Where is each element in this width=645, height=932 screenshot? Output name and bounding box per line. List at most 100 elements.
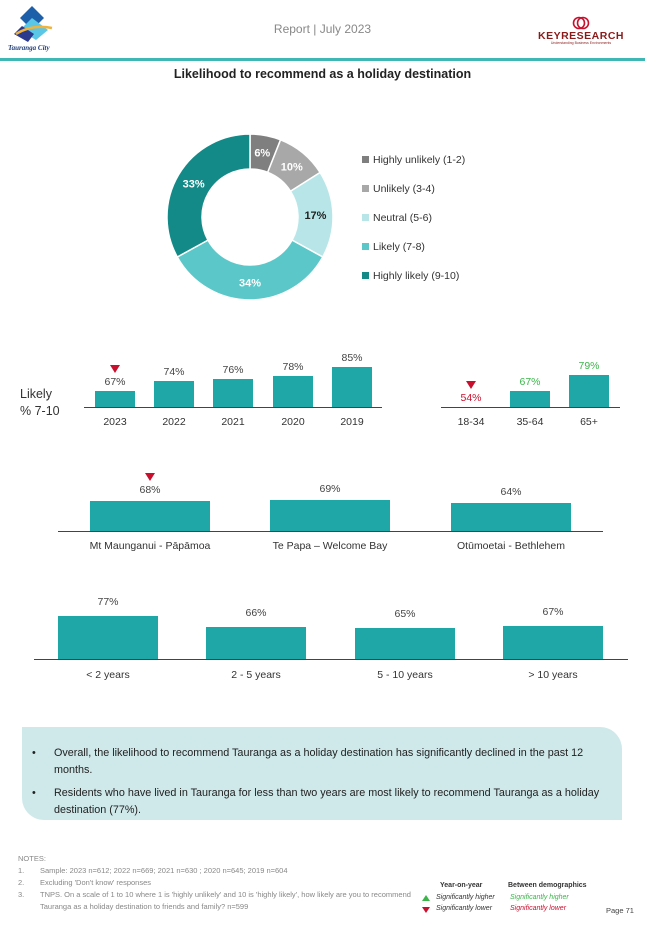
- summary-box: Overall, the likelihood to recommend Tau…: [22, 727, 622, 820]
- note-text: Sample: 2023 n=612; 2022 n=669; 2021 n=6…: [40, 866, 288, 875]
- category-label: 2020: [281, 416, 305, 428]
- bar: [273, 376, 313, 407]
- key-lower: Significantly lower: [436, 905, 493, 912]
- x-axis: [58, 531, 603, 532]
- keyresearch-wordmark: KEYRESEARCH: [537, 30, 624, 42]
- note-text: Excluding 'Don't know' responses: [40, 878, 152, 887]
- summary-point-1: Overall, the likelihood to recommend Tau…: [32, 745, 602, 778]
- category-label: 2019: [340, 416, 364, 428]
- likely-label: Likely % 7-10: [20, 386, 60, 420]
- bar: [510, 390, 550, 407]
- category-label: 5 - 10 years: [377, 669, 433, 681]
- note-text: TNPS. On a scale of 1 to 10 where 1 is '…: [40, 890, 411, 911]
- bar: [206, 627, 306, 659]
- category-label: 2 - 5 years: [231, 669, 281, 681]
- key-demo-higher: Significantly higher: [510, 894, 569, 901]
- donut-slice-label: 34%: [239, 278, 261, 290]
- down-triangle-icon: [110, 364, 120, 373]
- bar-value-label: 67%: [519, 375, 541, 388]
- note-3: 3. TNPS. On a scale of 1 to 10 where 1 is…: [18, 889, 418, 913]
- category-label: 18-34: [457, 416, 485, 428]
- bar-value-label: 78%: [282, 361, 304, 374]
- legend-label: Highly unlikely (1-2): [373, 153, 466, 166]
- likely-label-line2: % 7-10: [20, 404, 60, 418]
- legend-item: Likely (7-8): [362, 232, 465, 261]
- category-label: < 2 years: [86, 669, 130, 681]
- legend-swatch: [362, 272, 369, 279]
- bar: [58, 616, 158, 659]
- legend-label: Highly likely (9-10): [373, 269, 460, 282]
- legend-item: Unlikely (3-4): [362, 174, 465, 203]
- category-label: Mt Maunganui - Pāpāmoa: [89, 540, 211, 552]
- down-triangle-icon: [466, 381, 476, 390]
- x-axis: [34, 659, 628, 660]
- bar-value-label: 65%: [394, 608, 416, 620]
- chart-title: Likelihood to recommend as a holiday des…: [173, 67, 472, 81]
- bar: [569, 374, 609, 407]
- page-number: Page 71: [606, 906, 634, 915]
- bar: [270, 500, 390, 531]
- down-triangle-icon: [422, 907, 430, 913]
- category-label: > 10 years: [528, 669, 578, 681]
- bar-value-label: 74%: [163, 366, 185, 379]
- donut-legend: Highly unlikely (1-2) Unlikely (3-4) Neutr…: [362, 145, 465, 290]
- notes-heading: NOTES:: [18, 854, 46, 863]
- bar: [355, 628, 455, 659]
- category-label: 2022: [162, 416, 186, 428]
- category-label: 35-64: [516, 416, 544, 428]
- summary-point-2: Residents who have lived in Tauranga for…: [32, 785, 602, 818]
- report-title: Report | July 2023: [273, 22, 372, 36]
- legend-label: Neutral (5-6): [373, 211, 432, 224]
- donut-slice-label: 6%: [254, 148, 270, 160]
- note-1: 1. Sample: 2023 n=612; 2022 n=669; 2021 n…: [18, 865, 418, 877]
- note-2: 2. Excluding 'Don't know' responses: [18, 877, 418, 889]
- note-num: 2.: [18, 878, 25, 887]
- bar-value-label: 64%: [500, 486, 522, 498]
- legend-swatch: [362, 156, 369, 163]
- legend-item: Highly unlikely (1-2): [362, 145, 465, 174]
- legend-label: Likely (7-8): [373, 240, 425, 253]
- donut-slice: [166, 133, 251, 259]
- bar-value-label: 76%: [222, 363, 244, 376]
- donut-slice-label: 17%: [304, 210, 326, 222]
- category-label: Te Papa – Welcome Bay: [272, 540, 388, 552]
- likely-label-line1: Likely: [20, 387, 52, 401]
- donut-slice: [176, 239, 324, 301]
- logo-text: Tauranga City: [8, 44, 50, 52]
- category-label: Otūmoetai - Bethlehem: [457, 540, 565, 552]
- x-axis: [441, 407, 620, 408]
- category-label: 65+: [580, 416, 598, 428]
- key-higher: Significantly higher: [436, 894, 495, 901]
- keyresearch-logo: KEYRESEARCH Understanding Business Envir…: [536, 16, 626, 46]
- header-rule: [0, 58, 645, 61]
- bar-value-label: 79%: [578, 359, 600, 372]
- bar-value-label: 67%: [104, 375, 126, 388]
- down-triangle-icon: [145, 472, 155, 481]
- bar: [95, 390, 135, 407]
- note-num: 3.: [18, 890, 25, 899]
- key-demo-lower: Significantly lower: [510, 905, 567, 912]
- category-label: 2021: [221, 416, 245, 428]
- bar: [451, 503, 571, 531]
- legend-item: Highly likely (9-10): [362, 261, 465, 290]
- bar-value-label: 85%: [341, 352, 363, 365]
- legend-swatch: [362, 214, 369, 221]
- key-yoy-title: Year-on-year: [440, 882, 483, 889]
- bar-value-label: 69%: [319, 483, 341, 495]
- donut-slice-label: 33%: [183, 179, 205, 191]
- bar: [213, 378, 253, 407]
- key-demo-title: Between demographics: [508, 882, 587, 889]
- legend-swatch: [362, 243, 369, 250]
- bar-value-label: 66%: [245, 607, 267, 619]
- keyresearch-tagline: Understanding Business Environments: [550, 41, 612, 45]
- note-num: 1.: [18, 866, 25, 875]
- bar-value-label: 67%: [542, 606, 564, 618]
- bar-value-label: 77%: [97, 596, 119, 608]
- donut-slice-label: 10%: [281, 162, 303, 174]
- x-axis: [84, 407, 382, 408]
- category-label: 2023: [103, 416, 127, 428]
- up-triangle-icon: [422, 895, 430, 901]
- bar: [154, 381, 194, 407]
- bar: [332, 367, 372, 407]
- legend-label: Unlikely (3-4): [373, 182, 435, 195]
